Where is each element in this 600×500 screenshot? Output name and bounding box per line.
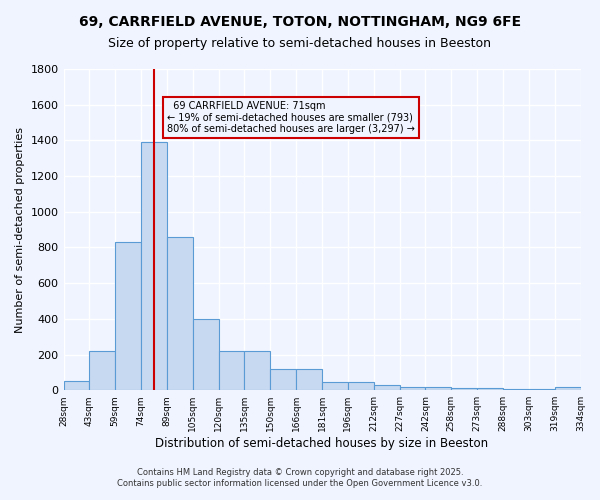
Bar <box>271 369 296 390</box>
Bar <box>425 386 451 390</box>
Bar <box>374 385 400 390</box>
Text: 69 CARRFIELD AVENUE: 71sqm
← 19% of semi-detached houses are smaller (793)
80% o: 69 CARRFIELD AVENUE: 71sqm ← 19% of semi… <box>167 101 415 134</box>
Y-axis label: Number of semi-detached properties: Number of semi-detached properties <box>15 126 25 332</box>
Bar <box>348 382 374 390</box>
Bar <box>141 142 167 390</box>
Bar <box>193 319 218 390</box>
Bar <box>89 351 115 390</box>
Text: Size of property relative to semi-detached houses in Beeston: Size of property relative to semi-detach… <box>109 38 491 51</box>
Text: Contains HM Land Registry data © Crown copyright and database right 2025.
Contai: Contains HM Land Registry data © Crown c… <box>118 468 482 487</box>
Bar <box>296 369 322 390</box>
X-axis label: Distribution of semi-detached houses by size in Beeston: Distribution of semi-detached houses by … <box>155 437 488 450</box>
Bar <box>322 382 348 390</box>
Bar <box>400 386 425 390</box>
Text: 69, CARRFIELD AVENUE, TOTON, NOTTINGHAM, NG9 6FE: 69, CARRFIELD AVENUE, TOTON, NOTTINGHAM,… <box>79 15 521 29</box>
Bar <box>451 388 477 390</box>
Bar <box>64 382 89 390</box>
Bar <box>477 388 503 390</box>
Bar <box>167 236 193 390</box>
Bar <box>554 386 581 390</box>
Bar <box>244 351 271 390</box>
Bar <box>218 351 244 390</box>
Bar <box>115 242 141 390</box>
